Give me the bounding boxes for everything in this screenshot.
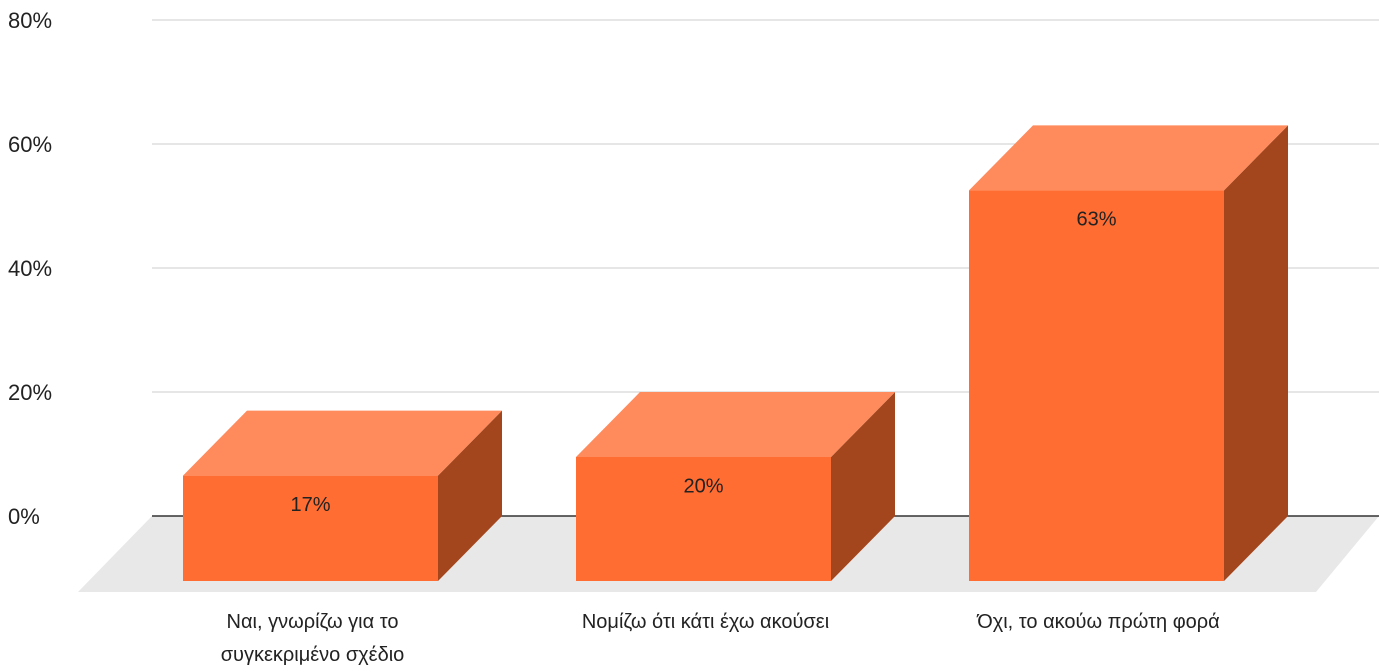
y-tick-label: 40% [8, 256, 52, 281]
y-tick-label: 0% [8, 504, 40, 529]
bar [576, 392, 895, 581]
bar-top [183, 410, 502, 476]
bar-front [969, 190, 1224, 581]
x-tick-label: Όχι, το ακούω πρώτη φορά [977, 611, 1220, 633]
value-label: 17% [290, 494, 330, 516]
y-tick-label: 20% [8, 380, 52, 405]
value-label: 63% [1076, 209, 1116, 231]
y-tick-label: 60% [8, 132, 52, 157]
value-label: 20% [683, 475, 723, 497]
bar-side [438, 410, 502, 581]
y-tick-label: 80% [8, 8, 52, 33]
bar-side [1224, 125, 1288, 582]
bar-top [969, 125, 1288, 191]
bar-front [576, 457, 831, 581]
bar [183, 410, 502, 581]
bar-top [576, 392, 895, 457]
bar [969, 125, 1288, 582]
x-tick-label: Ναι, γνωρίζω για το συγκεκριμένο σχέδιο [220, 611, 405, 666]
bar-side [831, 392, 895, 581]
x-tick-label: Νομίζω ότι κάτι έχω ακούσει [581, 611, 830, 633]
bar-front [183, 475, 438, 581]
